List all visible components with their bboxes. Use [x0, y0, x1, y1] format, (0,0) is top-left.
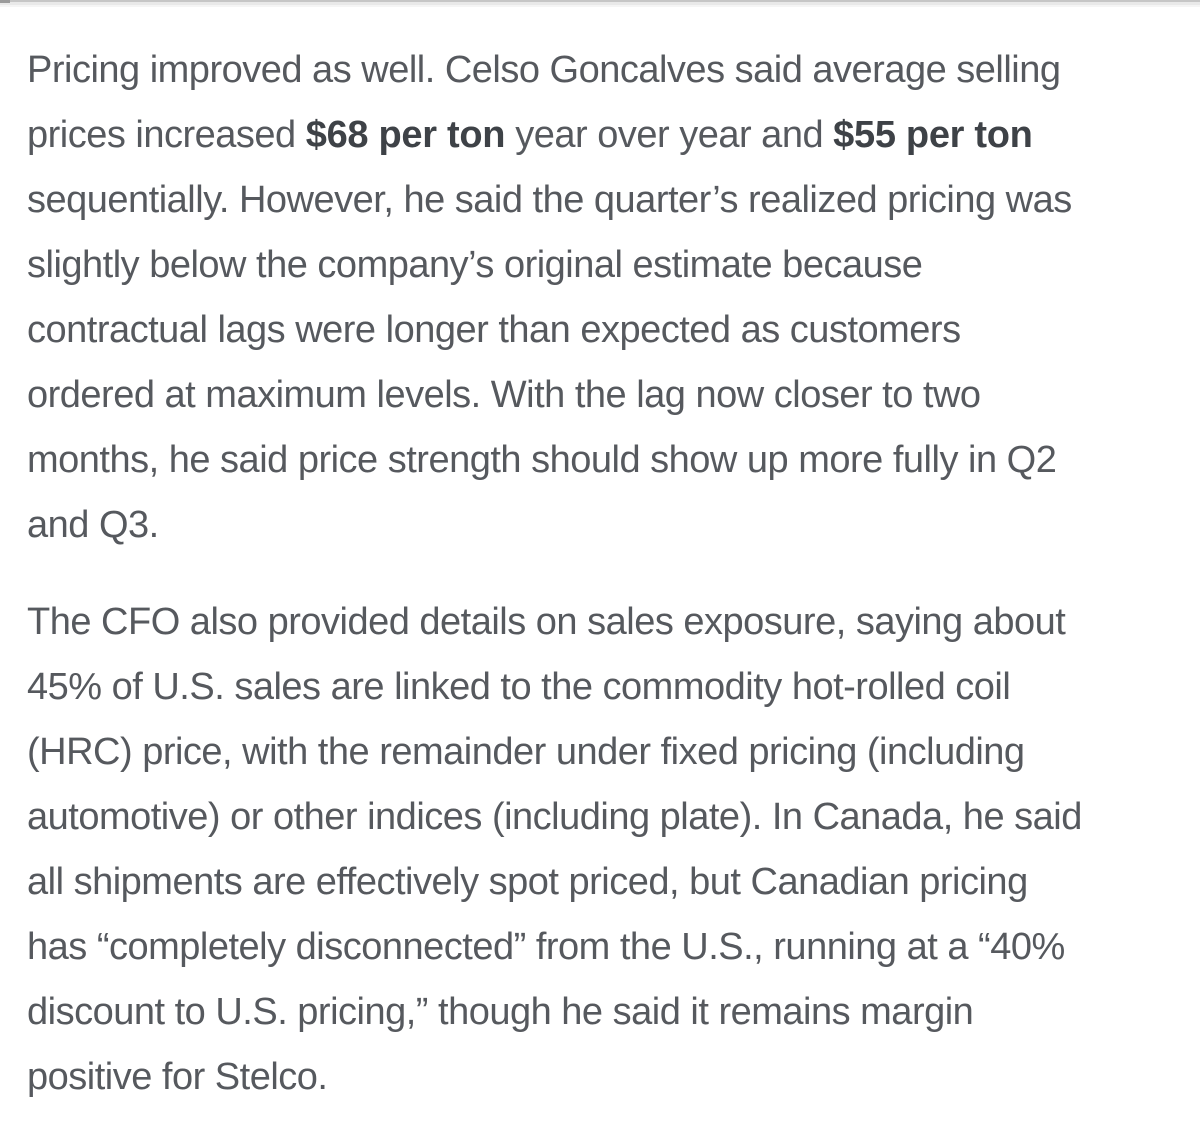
text-segment: Pricing improved as well. Celso Goncalve… — [27, 49, 1061, 91]
text-segment: discount to U.S. pricing,” though he sai… — [27, 991, 974, 1033]
text-segment: ordered at maximum levels. With the lag … — [27, 374, 981, 416]
text-segment: year over year and — [505, 114, 834, 156]
text-line: sequentially. However, he said the quart… — [27, 168, 1140, 233]
text-line: automotive) or other indices (including … — [27, 785, 1140, 850]
top-divider — [0, 0, 1200, 8]
paragraph: The CFO also provided details on sales e… — [27, 590, 1140, 1110]
text-line: prices increased $68 per ton year over y… — [27, 103, 1140, 168]
text-line: 45% of U.S. sales are linked to the comm… — [27, 655, 1140, 720]
text-segment: sequentially. However, he said the quart… — [27, 179, 1072, 221]
text-line: (HRC) price, with the remainder under fi… — [27, 720, 1140, 785]
text-segment: prices increased — [27, 114, 306, 156]
text-line: all shipments are effectively spot price… — [27, 850, 1140, 915]
text-line: ordered at maximum levels. With the lag … — [27, 363, 1140, 428]
text-line: has “completely disconnected” from the U… — [27, 915, 1140, 980]
bold-text-segment: $55 per ton — [833, 114, 1033, 156]
text-line: positive for Stelco. — [27, 1045, 1140, 1110]
text-segment: and Q3. — [27, 504, 159, 546]
text-segment: months, he said price strength should sh… — [27, 439, 1057, 481]
bold-text-segment: $68 per ton — [305, 114, 506, 156]
text-line: Pricing improved as well. Celso Goncalve… — [27, 38, 1140, 103]
text-line: contractual lags were longer than expect… — [27, 298, 1140, 363]
text-segment: (HRC) price, with the remainder under fi… — [27, 731, 1025, 773]
text-line: slightly below the company’s original es… — [27, 233, 1140, 298]
text-segment: positive for Stelco. — [27, 1056, 328, 1098]
text-line: and Q3. — [27, 493, 1140, 558]
text-segment: The CFO also provided details on sales e… — [27, 601, 1066, 643]
text-segment: has “completely disconnected” from the U… — [27, 926, 1065, 968]
text-segment: 45% of U.S. sales are linked to the comm… — [27, 666, 1011, 708]
text-line: The CFO also provided details on sales e… — [27, 590, 1140, 655]
paragraph: Pricing improved as well. Celso Goncalve… — [27, 38, 1140, 558]
text-line: months, he said price strength should sh… — [27, 428, 1140, 493]
text-segment: slightly below the company’s original es… — [27, 244, 923, 286]
text-segment: contractual lags were longer than expect… — [27, 309, 961, 351]
top-divider-corner — [0, 0, 10, 3]
article-body: Pricing improved as well. Celso Goncalve… — [0, 8, 1200, 1110]
text-segment: all shipments are effectively spot price… — [27, 861, 1028, 903]
text-segment: automotive) or other indices (including … — [27, 796, 1082, 838]
text-line: discount to U.S. pricing,” though he sai… — [27, 980, 1140, 1045]
